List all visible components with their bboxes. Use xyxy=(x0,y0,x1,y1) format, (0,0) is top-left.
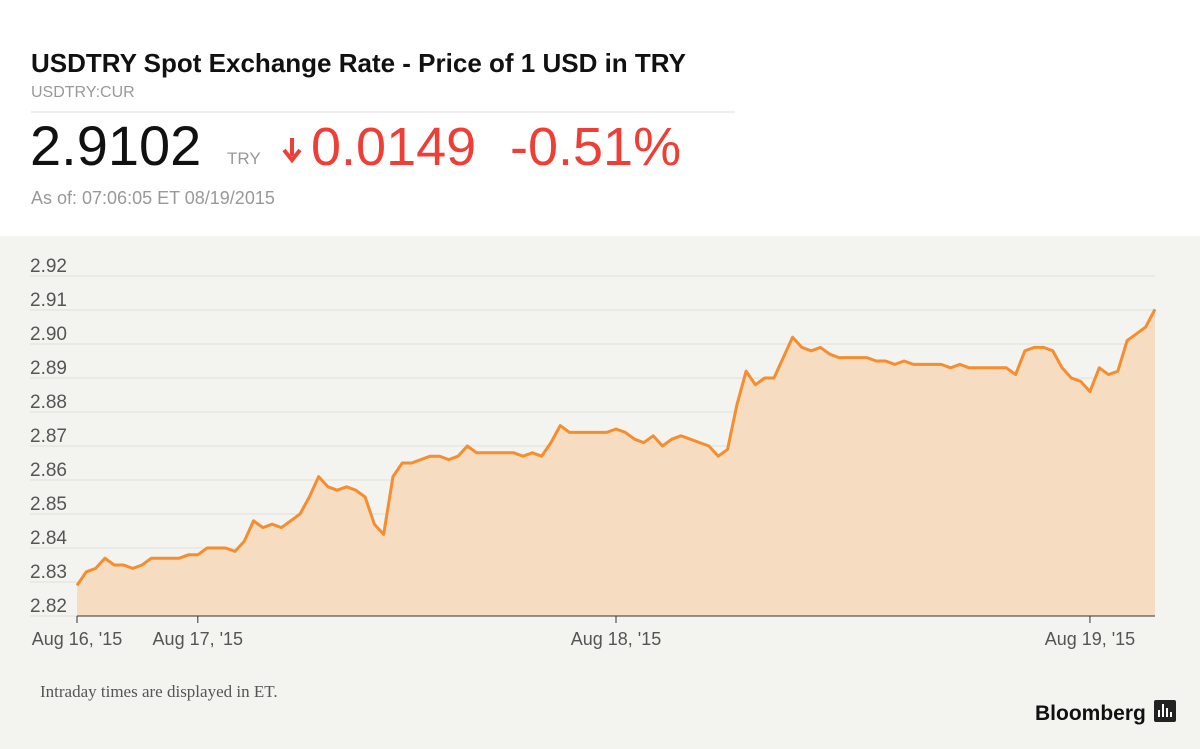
footnote: Intraday times are displayed in ET. xyxy=(40,682,278,701)
plot: 2.82 2.83 2.84 2.85 2.86 2.87 2.88 2.89 2.90 2.91… xyxy=(30,256,1157,649)
x-tick-label: Aug 19, '15 xyxy=(1045,629,1136,649)
x-tick-label: Aug 17, '15 xyxy=(153,629,244,649)
ticker: USDTRY:CUR xyxy=(31,84,135,101)
icon-box xyxy=(1154,700,1176,722)
y-tick-label: 2.84 xyxy=(30,528,67,549)
change-percent: -0.51% xyxy=(510,117,681,177)
x-tick-label: Aug 16, '15 xyxy=(32,629,123,649)
y-tick-label: 2.86 xyxy=(30,460,67,481)
area xyxy=(77,309,1155,616)
price: 2.9102 xyxy=(30,114,201,177)
y-tick-label: 2.87 xyxy=(30,426,67,447)
y-tick-label: 2.85 xyxy=(30,494,67,515)
y-tick-label: 2.88 xyxy=(30,392,67,413)
down-arrow xyxy=(282,138,302,164)
currency: TRY xyxy=(227,149,261,168)
icon-bars xyxy=(1158,704,1172,717)
y-tick-label: 2.92 xyxy=(30,256,67,277)
y-tick-label: 2.89 xyxy=(30,358,67,379)
change: 0.0149 xyxy=(311,117,476,177)
as-of: As of: 07:06:05 ET 08/19/2015 xyxy=(31,188,275,208)
brand-icon xyxy=(1154,700,1176,722)
y-tick-label: 2.83 xyxy=(30,562,67,583)
line xyxy=(75,308,1157,587)
chart-title: USDTRY Spot Exchange Rate - Price of 1 U… xyxy=(31,48,686,78)
brand: Bloomberg xyxy=(1035,702,1146,725)
y-tick-label: 2.91 xyxy=(30,290,67,311)
y-tick-label: 2.90 xyxy=(30,324,67,345)
x-tick-label: Aug 18, '15 xyxy=(571,629,662,649)
y-tick-label: 2.82 xyxy=(30,596,67,617)
